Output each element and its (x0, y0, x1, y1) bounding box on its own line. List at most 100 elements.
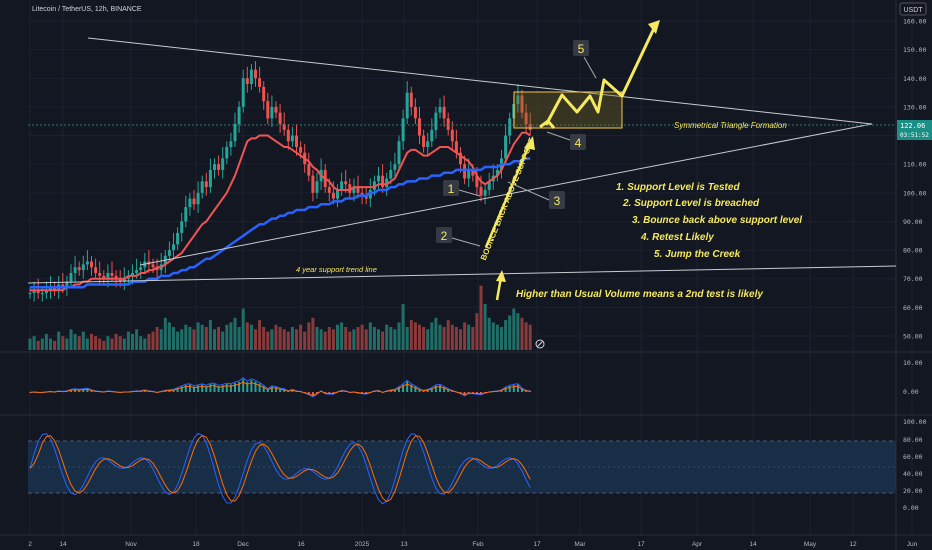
volume-bar (180, 329, 184, 350)
candle-body (364, 195, 368, 199)
volume-bar (323, 331, 327, 350)
volume-bar (94, 336, 98, 350)
symbol-title[interactable]: Litecoin / TetherUS, 12h, BINANCE (32, 6, 142, 13)
candle-body (454, 141, 458, 153)
stoch-k-line (29, 432, 531, 505)
volume-bar (520, 317, 524, 350)
volume-bar (102, 340, 106, 350)
retest-arrow (539, 118, 556, 129)
volume-bar (389, 327, 393, 350)
volume-bar (315, 327, 319, 350)
candle-body (32, 290, 36, 294)
macd-histogram-bar (426, 389, 429, 392)
macd-histogram-bar (221, 385, 224, 392)
macd-histogram-bar (86, 388, 89, 392)
volume-bar (249, 324, 253, 350)
candle-body (44, 290, 48, 294)
macd-histogram-bar (529, 391, 532, 392)
time-axis[interactable]: 2 14 Nov 18 Dec 16 2025 13 Feb 17 Mar 17 Apr 14 May 12 J… (28, 541, 917, 548)
volume-bar (147, 333, 151, 350)
last-price-countdown: 03:51:52 (900, 132, 929, 139)
candle-body (249, 69, 253, 84)
candle-body (295, 135, 298, 147)
volume-bar (500, 327, 503, 350)
candle-body (311, 175, 315, 193)
volume-bar (397, 322, 401, 350)
candle-body (139, 267, 143, 271)
candle-body (520, 95, 524, 113)
volume-bar (360, 324, 364, 350)
step-badge-2[interactable]: 2 (436, 227, 452, 243)
volume-bar (118, 336, 122, 350)
svg-text:5: 5 (578, 42, 585, 56)
volume-bar (208, 320, 212, 350)
triangle-lower-line[interactable] (139, 123, 873, 266)
candle-body (65, 281, 69, 288)
macd-histogram-bar (90, 390, 93, 392)
candle-body (180, 221, 184, 233)
candle-body (122, 278, 126, 282)
macd-histogram-bar (430, 388, 433, 392)
time-tick-label: Nov (125, 541, 137, 548)
volume-note: Higher than Usual Volume means a 2nd tes… (516, 289, 763, 300)
step-badge-4[interactable]: 4 (570, 134, 586, 150)
candle-body (348, 184, 352, 193)
volume-bar (364, 329, 368, 350)
volume-bar (192, 329, 196, 350)
macd-histogram-bar (246, 382, 249, 392)
candle-body (504, 135, 508, 159)
last-price-tag: 122.06 03:51:52 (897, 120, 932, 140)
candle-body (331, 192, 335, 199)
macd-tick-label: 10.00 (903, 359, 923, 367)
candle-body (98, 273, 102, 276)
candle-body (81, 264, 85, 271)
volume-bar (143, 338, 147, 350)
volume-bar (336, 324, 339, 350)
volume-bar (233, 317, 237, 350)
triangle-upper-line[interactable] (87, 37, 873, 125)
candle-body (487, 181, 491, 190)
macd-histogram-bar (463, 392, 466, 396)
candle-body (389, 169, 393, 179)
indicator-settings-icon[interactable] (535, 339, 545, 349)
volume-bar (303, 331, 307, 350)
candle-body (192, 198, 196, 205)
volume-bar (348, 331, 352, 350)
candle-body (438, 106, 442, 113)
macd-histogram-bar (78, 389, 81, 392)
candle-body (377, 175, 380, 182)
currency-button[interactable]: USDT (899, 2, 927, 16)
volume-bar (122, 338, 126, 350)
price-tick-label: 70.00 (903, 275, 923, 283)
step-badge-5[interactable]: 5 (573, 40, 589, 56)
volume-bar (290, 327, 294, 350)
last-price-value: 122.06 (900, 122, 925, 130)
time-tick-label: Mar (574, 541, 586, 548)
volume-bar (106, 336, 110, 350)
volume-bar (163, 317, 167, 350)
macd-histogram-bar (250, 380, 253, 392)
projected-path[interactable] (544, 23, 658, 126)
step-badge-1[interactable]: 1 (443, 180, 459, 196)
step-badge-3[interactable]: 3 (549, 191, 565, 209)
volume-bar (28, 338, 32, 350)
target-zone-box[interactable] (513, 91, 623, 129)
candle-body (151, 264, 155, 268)
support-trend-line[interactable] (27, 265, 897, 284)
macd-histogram-bar (254, 381, 257, 392)
time-tick-label: Dec (237, 541, 249, 548)
macd-axis: 10.00 0.00 (903, 359, 923, 396)
volume-bar (262, 327, 266, 350)
macd-histogram-bar (418, 389, 421, 392)
price-tick-label: 130.00 (903, 103, 927, 111)
stoch-band (28, 441, 896, 493)
volume-bar (516, 313, 520, 350)
bounce-arrow[interactable] (484, 142, 532, 248)
candle-body (90, 261, 93, 268)
volume-bar (528, 324, 532, 350)
volume-arrowhead (496, 270, 506, 282)
candle-body (110, 273, 114, 276)
volume-bar (508, 315, 512, 350)
volume-bar (401, 304, 405, 350)
